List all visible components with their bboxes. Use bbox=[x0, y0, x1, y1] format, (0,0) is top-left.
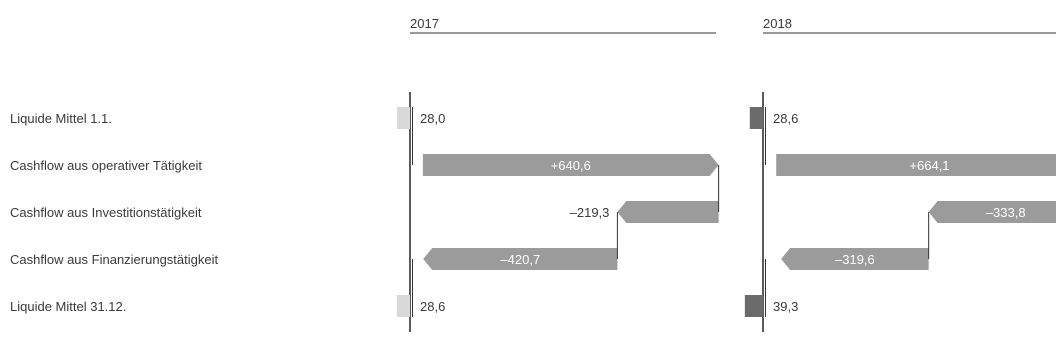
data-label: +640,6 bbox=[551, 158, 591, 173]
row-label: Liquide Mittel 31.12. bbox=[10, 299, 126, 314]
data-label: 39,3 bbox=[773, 299, 798, 314]
increase-bar bbox=[776, 154, 1056, 176]
data-label: –319,6 bbox=[835, 252, 875, 267]
data-label: –219,3 bbox=[570, 205, 610, 220]
increase-bar bbox=[422, 154, 719, 176]
balance-bar bbox=[396, 295, 410, 317]
row-label: Cashflow aus Finanzierungstätigkeit bbox=[10, 252, 218, 267]
data-label: 28,0 bbox=[420, 111, 445, 126]
decrease-bar bbox=[617, 201, 719, 223]
decrease-bar bbox=[423, 248, 618, 270]
row-labels: Liquide Mittel 1.1. Cashflow aus operativ… bbox=[10, 111, 218, 314]
decrease-bar bbox=[781, 248, 929, 270]
year-label: 2017 bbox=[410, 16, 439, 31]
data-label: 28,6 bbox=[420, 299, 445, 314]
data-label: +664,1 bbox=[909, 158, 949, 173]
data-label: 28,6 bbox=[773, 111, 798, 126]
balance-bar bbox=[749, 107, 763, 129]
decrease-bar bbox=[928, 201, 1056, 223]
row-label: Liquide Mittel 1.1. bbox=[10, 111, 112, 126]
year-label: 2018 bbox=[763, 16, 792, 31]
panel-2018: 2018 28,6 +664,1 –333,8 –319,6 39,3 bbox=[744, 16, 1056, 332]
data-label: –333,8 bbox=[986, 205, 1026, 220]
row-label: Cashflow aus operativer Tätigkeit bbox=[10, 158, 202, 173]
panel-2017: 2017 28,0 +640,6 –219,3 –420,7 28,6 bbox=[396, 16, 720, 332]
data-label: –420,7 bbox=[500, 252, 540, 267]
balance-bar bbox=[397, 107, 410, 129]
balance-bar bbox=[744, 295, 763, 317]
row-label: Cashflow aus Investitionstätigkeit bbox=[10, 205, 202, 220]
year-panels: 2017 28,0 +640,6 –219,3 –420,7 28,6 2018 28,6 +6… bbox=[396, 16, 1056, 332]
